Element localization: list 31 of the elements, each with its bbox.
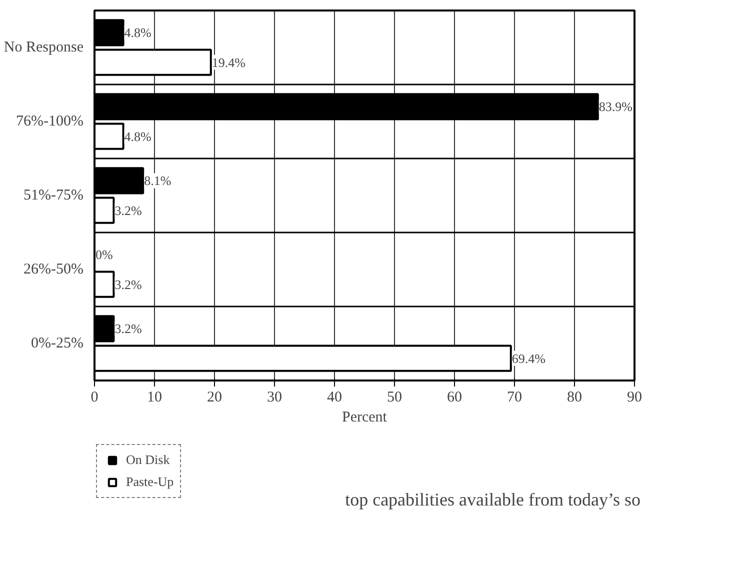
text: top capabilities available from today’s so: [345, 489, 641, 510]
data-label: 4.8%: [124, 25, 152, 40]
data-label: 0%: [96, 247, 113, 262]
data-label: 19.4%: [212, 54, 246, 70]
y-tick-label: 0%-25%: [31, 336, 84, 352]
x-tick-label: 40: [327, 390, 342, 406]
legend-label: On Disk: [126, 452, 170, 468]
x-tick-label: 90: [627, 390, 642, 406]
x-tick-label: 20: [207, 390, 222, 406]
data-label: 8.1%: [144, 173, 172, 188]
data-label: 4.8%: [124, 128, 152, 144]
legend-label: Paste-Up: [126, 474, 174, 490]
x-tick-label: 0: [90, 390, 98, 406]
data-label: 3.2%: [114, 202, 142, 218]
y-tick-label: No Response: [4, 40, 84, 56]
x-axis-title: Percent: [342, 410, 388, 426]
x-tick-label: 80: [567, 390, 582, 406]
data-label: 3.2%: [114, 321, 142, 336]
bar: [94, 19, 124, 46]
bar: [94, 315, 115, 342]
x-tick-label: 50: [387, 390, 402, 406]
y-tick-label: 26%-50%: [24, 262, 84, 278]
y-tick-label: 51%-75%: [24, 188, 84, 204]
x-tick-label: 10: [147, 390, 162, 406]
x-tick-label: 60: [447, 390, 462, 406]
data-label: 69.4%: [512, 350, 546, 366]
data-label: 83.9%: [598, 99, 633, 114]
x-tick-label: 70: [507, 390, 522, 406]
y-tick-label: 76%-100%: [16, 114, 84, 130]
data-label: 3.2%: [114, 276, 142, 292]
x-tick-label: 30: [267, 390, 282, 406]
